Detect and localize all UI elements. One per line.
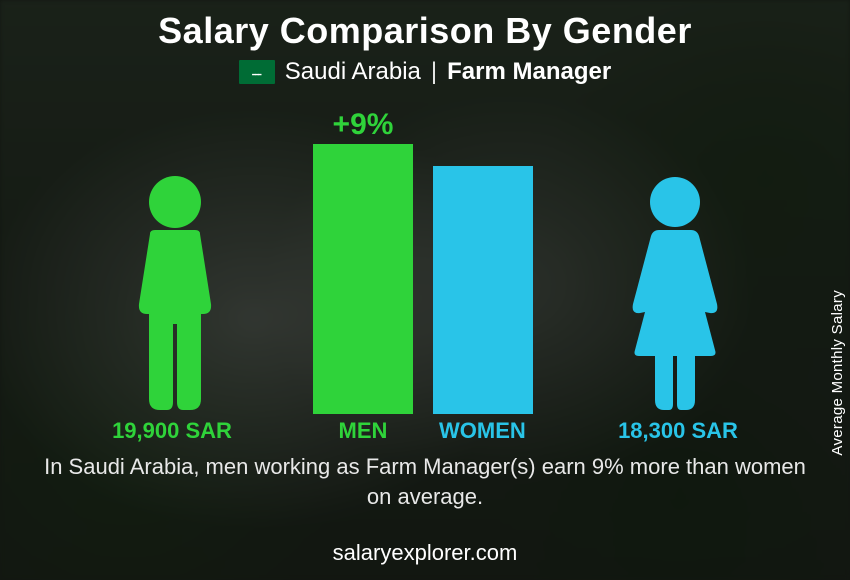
men-bar [313, 144, 413, 414]
women-bar-fill [433, 166, 533, 414]
men-salary-value: 19,900 SAR [77, 418, 267, 444]
difference-label: +9% [313, 108, 413, 142]
saudi-flag-icon [239, 60, 275, 84]
subtitle-row: Saudi Arabia | Farm Manager [0, 58, 850, 86]
footer-source: salaryexplorer.com [0, 540, 850, 566]
page-title: Salary Comparison By Gender [0, 0, 850, 52]
summary-text: In Saudi Arabia, men working as Farm Man… [0, 452, 850, 511]
women-salary-value: 18,300 SAR [583, 418, 773, 444]
women-label: WOMEN [433, 418, 553, 444]
infographic-content: Salary Comparison By Gender Saudi Arabia… [0, 0, 850, 580]
y-axis-label: Average Monthly Salary [830, 290, 847, 456]
role-label: Farm Manager [447, 58, 611, 86]
men-label: MEN [313, 418, 413, 444]
chart-area: +9% 19,900 SAR MEN WOMEN 18,300 SAR [65, 104, 785, 444]
women-bar [433, 166, 533, 414]
woman-icon [615, 174, 735, 414]
separator: | [431, 58, 437, 86]
country-label: Saudi Arabia [285, 58, 421, 86]
men-bar-fill [313, 144, 413, 414]
man-icon [115, 174, 235, 414]
